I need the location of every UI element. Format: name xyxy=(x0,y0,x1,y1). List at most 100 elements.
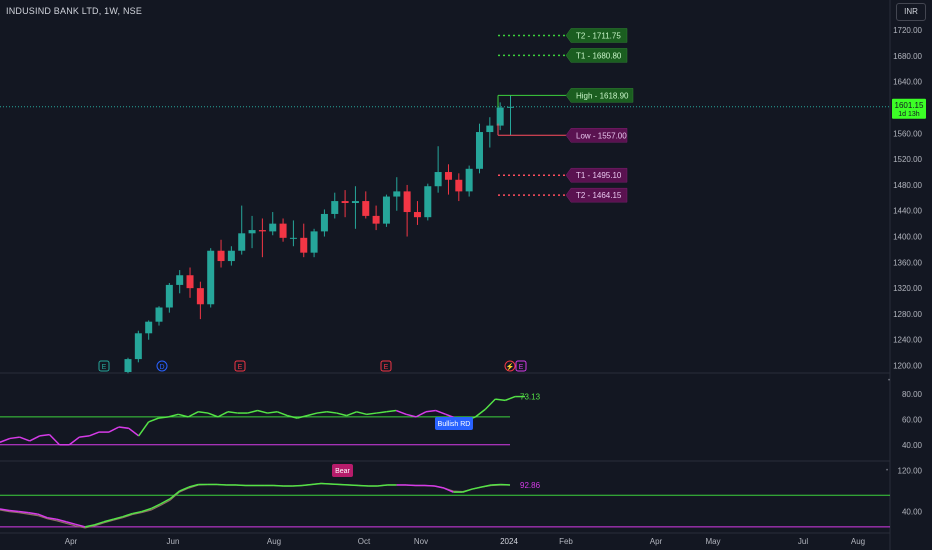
price-tick-label: 1680.00 xyxy=(893,52,922,61)
price-tick-label: 1320.00 xyxy=(893,284,922,293)
time-tick-label: Jun xyxy=(167,537,180,546)
candle-body xyxy=(300,237,308,253)
osc2-series-segment xyxy=(47,516,57,520)
osc1-series-segment xyxy=(346,411,357,417)
currency-button[interactable]: INR xyxy=(896,3,926,21)
osc1-series-segment xyxy=(227,411,238,414)
osc1-series-segment xyxy=(386,409,397,413)
osc2-series-segment xyxy=(462,488,473,493)
osc1-series-segment xyxy=(435,409,447,416)
time-tick-label: Apr xyxy=(65,537,78,546)
candle-body xyxy=(465,168,473,192)
osc2-series-segment xyxy=(236,484,246,487)
osc2-series-segment xyxy=(169,490,180,500)
osc1-pane-dot: • xyxy=(888,378,890,384)
candle-body xyxy=(134,333,142,360)
time-tick-label: Aug xyxy=(851,537,865,546)
osc1-series-segment xyxy=(356,411,367,416)
current-price-badge xyxy=(892,98,926,119)
candle-body xyxy=(393,191,401,197)
candle-body xyxy=(238,233,246,251)
osc1-series-segment xyxy=(19,436,30,442)
osc2-series-segment xyxy=(65,521,76,526)
level-label-text: T2 - 1711.75 xyxy=(576,31,621,40)
level-label-text: T2 - 1464.15 xyxy=(576,191,622,200)
price-tick-label: 1640.00 xyxy=(893,78,922,87)
osc2-series-segment xyxy=(179,486,190,492)
osc2-series-segment xyxy=(37,513,48,519)
time-tick-label: Apr xyxy=(650,537,663,546)
osc2-series-segment xyxy=(273,484,284,487)
candle-body xyxy=(434,172,442,187)
osc2-series-segment xyxy=(349,484,359,487)
osc1-tick-label: 60.00 xyxy=(902,415,923,424)
osc2-series-segment xyxy=(28,511,38,515)
osc1-series-segment xyxy=(217,411,229,418)
osc1-series-segment xyxy=(0,437,11,443)
earnings-marker-icon xyxy=(380,360,392,372)
candle-body xyxy=(496,107,504,126)
time-tick-label: Jul xyxy=(798,537,808,546)
osc2-series-segment xyxy=(122,512,133,518)
candle-body xyxy=(413,212,421,218)
candle-body xyxy=(372,215,380,224)
osc1-series-segment xyxy=(207,412,219,418)
osc1-series-segment xyxy=(296,414,308,419)
price-tick-label: 1200.00 xyxy=(893,362,922,371)
candle-body xyxy=(269,223,277,232)
time-tick-label: Oct xyxy=(358,537,371,546)
candle-body xyxy=(320,213,328,232)
candle-body xyxy=(176,275,184,285)
osc1-series-segment xyxy=(128,427,140,437)
osc2-series-segment xyxy=(424,484,435,487)
osc2-series-segment xyxy=(406,484,416,487)
candle-body xyxy=(248,230,256,234)
osc2-series-segment xyxy=(302,483,312,487)
osc1-series-segment xyxy=(138,421,150,437)
earnings-marker-icon xyxy=(234,360,246,372)
earnings-marker-icon xyxy=(98,360,110,372)
osc1-series-segment xyxy=(316,411,327,414)
osc1-series-segment xyxy=(366,412,377,416)
osc1-series-segment xyxy=(148,417,159,423)
bullish-rd-label: Bullish RD xyxy=(438,421,471,428)
osc1-series-segment xyxy=(29,435,40,442)
osc1-series-segment xyxy=(306,412,318,417)
osc2-series-segment xyxy=(358,484,369,487)
level-label-text: High - 1618.90 xyxy=(576,91,629,100)
candle-body xyxy=(341,201,349,203)
candle-body xyxy=(165,284,173,308)
time-tick-label: Nov xyxy=(414,537,428,546)
osc2-series-segment xyxy=(0,508,10,512)
candle-body xyxy=(124,359,132,372)
event-marker-label: E xyxy=(238,364,243,371)
osc1-series-segment xyxy=(326,411,337,414)
candle-body xyxy=(186,275,194,289)
osc2-last-value: 92.86 xyxy=(520,481,541,490)
osc1-series-segment xyxy=(405,413,417,418)
osc2-series-segment xyxy=(160,498,171,505)
price-tick-label: 1480.00 xyxy=(893,181,922,190)
candle-body xyxy=(258,230,266,232)
osc1-last-value: 73.13 xyxy=(520,393,541,402)
level-label-text: T1 - 1495.10 xyxy=(576,171,622,180)
osc2-series-segment xyxy=(481,484,492,488)
osc2-tick-label: 40.00 xyxy=(902,508,923,517)
osc2-series-segment xyxy=(9,509,19,513)
candle-body xyxy=(217,250,225,262)
candle-body xyxy=(455,179,463,192)
price-tick-label: 1400.00 xyxy=(893,233,922,242)
osc1-series-segment xyxy=(158,416,169,419)
osc2-series-segment xyxy=(56,518,67,523)
bear-badge xyxy=(332,464,353,477)
osc1-series-segment xyxy=(68,436,80,446)
candle-body xyxy=(403,191,411,213)
osc1-series-segment xyxy=(79,435,90,438)
time-tick-label: Aug xyxy=(267,537,281,546)
price-tick-label: 1360.00 xyxy=(893,258,922,267)
osc2-series-segment xyxy=(330,483,341,486)
osc1-series-segment xyxy=(88,431,100,437)
osc2-series-segment xyxy=(132,510,142,515)
osc1-series-segment xyxy=(336,412,347,417)
